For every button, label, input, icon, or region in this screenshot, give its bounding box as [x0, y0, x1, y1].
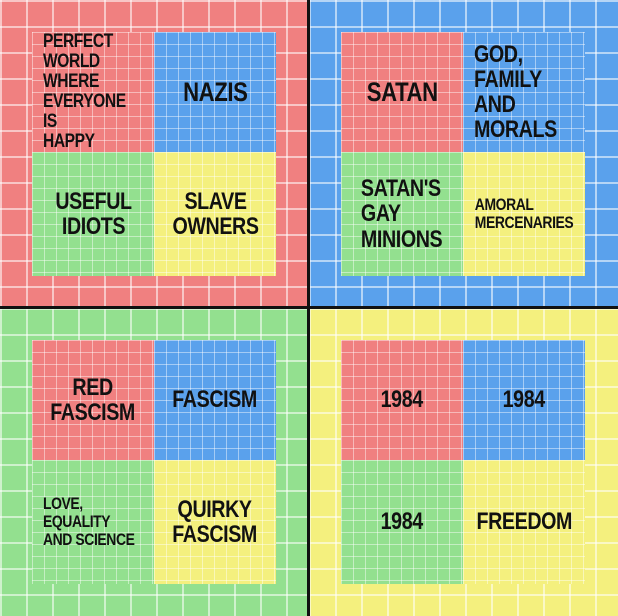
- quadrant-top-right: SATAN GOD, FAMILY AND MORALS SATAN'S GAY…: [309, 0, 618, 308]
- cell-bottom-left-green: LOVE, EQUALITY AND SCIENCE: [32, 460, 154, 584]
- cell-bottom-right-green: 1984: [341, 460, 463, 584]
- label-perfect-world: PERFECT WORLD WHERE EVERYONE IS HAPPY: [42, 31, 126, 152]
- quadrant-top-left: PERFECT WORLD WHERE EVERYONE IS HAPPY NA…: [0, 0, 309, 308]
- label-god-family-morals: GOD, FAMILY AND MORALS: [473, 40, 557, 144]
- label-fascism: FASCISM: [172, 386, 258, 414]
- label-1984-blue: 1984: [502, 386, 546, 414]
- cell-top-left-red: PERFECT WORLD WHERE EVERYONE IS HAPPY: [32, 32, 154, 152]
- label-slave-owners: SLAVE OWNERS: [171, 187, 259, 240]
- label-quirky-fascism: QUIRKY FASCISM: [172, 495, 258, 548]
- cell-bottom-right-yellow: FREEDOM: [463, 460, 585, 584]
- label-1984-red: 1984: [380, 386, 424, 414]
- cell-top-left-green: USEFUL IDIOTS: [32, 152, 154, 276]
- label-useful-idiots: USEFUL IDIOTS: [54, 187, 132, 240]
- label-satan: SATAN: [366, 76, 438, 107]
- quadrant-bottom-left: RED FASCISM FASCISM LOVE, EQUALITY AND S…: [0, 308, 309, 616]
- cell-top-right-blue: GOD, FAMILY AND MORALS: [463, 32, 585, 152]
- label-freedom: FREEDOM: [476, 508, 572, 536]
- cell-top-right-red: SATAN: [341, 32, 463, 152]
- cell-bottom-left-blue: FASCISM: [154, 340, 276, 460]
- label-1984-green: 1984: [380, 508, 424, 536]
- cell-bottom-left-yellow: QUIRKY FASCISM: [154, 460, 276, 584]
- cell-top-right-yellow: AMORAL MERCENARIES: [463, 152, 585, 276]
- label-love-equality-science: LOVE, EQUALITY AND SCIENCE: [42, 494, 135, 549]
- cell-bottom-right-blue: 1984: [463, 340, 585, 460]
- label-amoral-mercenaries: AMORAL MERCENARIES: [474, 195, 574, 232]
- label-satans-gay-minions: SATAN'S GAY MINIONS: [361, 175, 443, 253]
- cell-bottom-left-red: RED FASCISM: [32, 340, 154, 460]
- cell-top-left-blue: NAZIS: [154, 32, 276, 152]
- horizontal-axis-divider: [0, 306, 618, 309]
- cell-top-right-green: SATAN'S GAY MINIONS: [341, 152, 463, 276]
- quadrant-bottom-right: 1984 1984 1984 FREEDOM: [309, 308, 618, 616]
- cell-top-left-yellow: SLAVE OWNERS: [154, 152, 276, 276]
- label-nazis: NAZIS: [182, 76, 248, 107]
- cell-bottom-right-red: 1984: [341, 340, 463, 460]
- label-red-fascism: RED FASCISM: [50, 373, 136, 426]
